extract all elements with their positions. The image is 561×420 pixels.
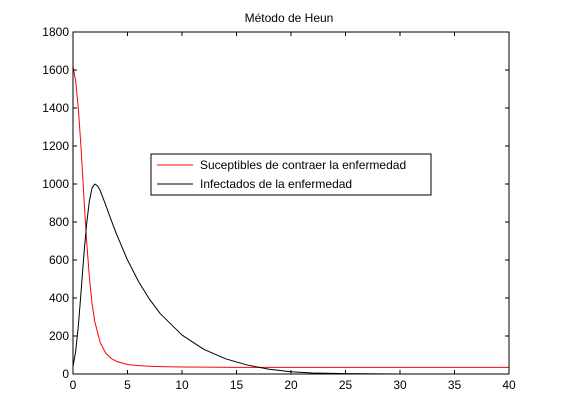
- y-tick-label: 1200: [42, 139, 69, 153]
- legend-box: [150, 153, 432, 196]
- y-tick-label: 800: [49, 215, 69, 229]
- plot-area: [73, 32, 509, 374]
- y-tick-label: 0: [62, 367, 69, 381]
- x-tick-label: 30: [393, 378, 407, 392]
- legend-label-susceptibles: Suceptibles de contraer la enfermedad: [200, 158, 406, 172]
- y-tick-label: 1400: [42, 101, 69, 115]
- y-tick-label: 1000: [42, 177, 69, 191]
- x-tick-label: 35: [448, 378, 462, 392]
- axis-layer: 0 5 10 15 20 25 30 35 40020040060080010001200140…: [42, 25, 516, 392]
- y-tick-label: 1600: [42, 63, 69, 77]
- series-line-0: [72, 66, 509, 368]
- series-layer: [72, 66, 509, 375]
- series-line-1: [72, 183, 509, 375]
- y-tick-label: 600: [49, 253, 69, 267]
- y-tick-label: 200: [49, 329, 69, 343]
- x-tick-label: 40: [502, 378, 516, 392]
- x-tick-label: 10: [175, 378, 189, 392]
- y-tick-label: 400: [49, 291, 69, 305]
- x-tick-label: 25: [339, 378, 353, 392]
- x-tick-label: 20: [284, 378, 298, 392]
- x-tick-label: 0: [70, 378, 77, 392]
- x-tick-label: 15: [230, 378, 244, 392]
- chart-title: Método de Heun: [245, 11, 334, 25]
- y-tick-label: 1800: [42, 25, 69, 39]
- legend-label-infectados: Infectados de la enfermedad: [200, 177, 352, 191]
- x-tick-label: 5: [124, 378, 131, 392]
- legend: Suceptibles de contraer la enfermedad In…: [150, 153, 432, 196]
